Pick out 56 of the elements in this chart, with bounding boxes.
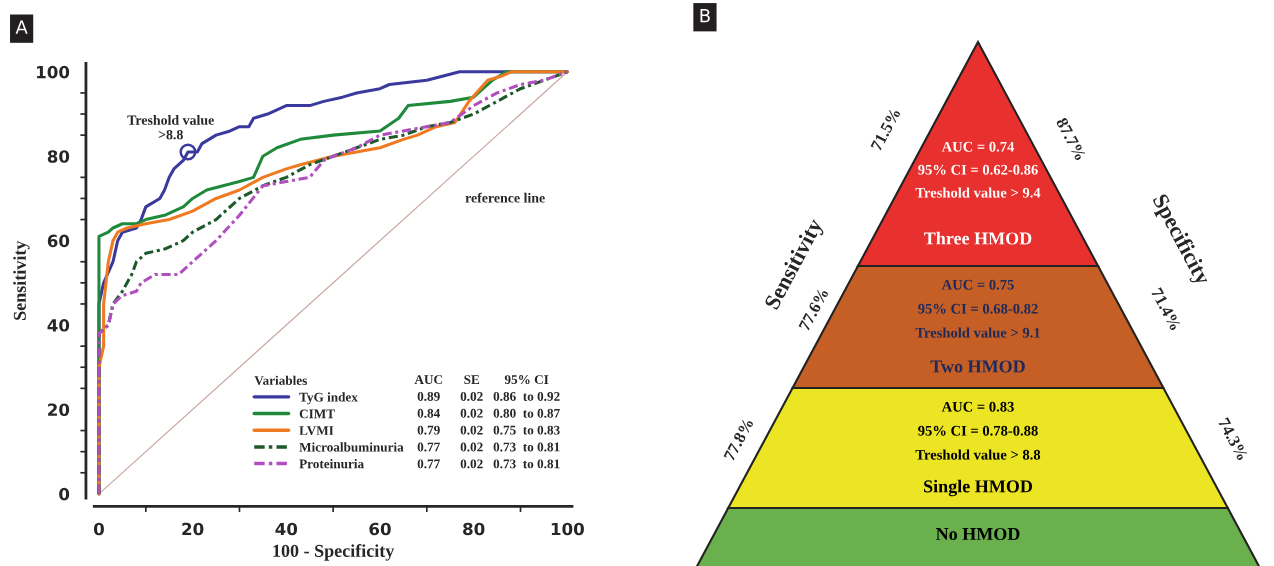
- annotation: 0.02: [460, 391, 483, 401]
- annotation: 0.84: [417, 408, 440, 418]
- annotation: reference line: [465, 192, 545, 203]
- annotation: 0.77: [417, 442, 440, 452]
- category-label: Single HMOD: [924, 479, 1033, 497]
- text: Treshold value > 9.1: [915, 327, 1040, 338]
- legend-label: Proteinuria: [299, 459, 364, 469]
- category-label: No HMOD: [935, 527, 1020, 541]
- y-tick-label: 100: [37, 65, 70, 79]
- legend-title: Variables: [254, 375, 307, 386]
- legend-label: LVMI: [299, 426, 334, 436]
- text: 95% CI = 0.68-0.82: [918, 303, 1038, 314]
- legend-label: Microalbuminuria: [299, 442, 404, 452]
- y-tick-label: 20: [48, 403, 70, 417]
- annotation: 0.02: [460, 442, 483, 452]
- text: Treshold value > 8.8: [915, 449, 1041, 460]
- legend-label: CIMT: [299, 409, 335, 419]
- y-tick-label: 60: [47, 234, 70, 248]
- annotation: 0.02: [460, 408, 483, 418]
- annotation: 0.86 to 0.92: [493, 391, 560, 401]
- chart-title: A: [15, 20, 28, 34]
- legend-label: TyG index: [299, 392, 358, 405]
- x-tick-label: 80: [463, 522, 485, 536]
- annotation: AUC: [414, 375, 442, 385]
- category-label: Two HMOD: [930, 360, 1025, 373]
- text: Treshold value > 9.4: [915, 187, 1041, 198]
- annotation: Treshold value >8.8: [127, 115, 214, 140]
- annotation: 0.77: [417, 459, 440, 469]
- y-tick-label: 0: [59, 487, 70, 501]
- x-tick-label: 100: [551, 522, 584, 536]
- annotation: 0.80 to 0.87: [493, 408, 560, 418]
- text: 95% CI = 0.62-0.86: [918, 164, 1038, 175]
- x-tick-label: 40: [275, 522, 298, 536]
- text: AUC = 0.83: [941, 401, 1014, 412]
- data-label: 87.7%: [1055, 116, 1087, 161]
- text: B: [700, 9, 710, 23]
- x-tick-label: 60: [369, 522, 391, 536]
- x-tick-label: 20: [182, 522, 204, 536]
- annotation: SE: [464, 375, 480, 385]
- annotation: 0.02: [460, 425, 483, 435]
- annotation: 0.75 to 0.83: [493, 425, 560, 435]
- y-tick-label: 40: [47, 319, 70, 332]
- x-axis-title: 100 - Specificity: [273, 544, 395, 561]
- annotation: 0.73 to 0.81: [493, 459, 560, 469]
- annotation: 0.79: [417, 425, 440, 435]
- text: AUC = 0.74: [941, 141, 1015, 152]
- x-tick-label: 0: [93, 522, 104, 536]
- text: AUC = 0.75: [941, 279, 1014, 290]
- annotation: 0.89: [417, 391, 440, 401]
- annotation: 95% CI: [504, 375, 549, 385]
- y-tick-label: 80: [47, 150, 70, 163]
- annotation: 0.02: [460, 459, 483, 469]
- y-axis-title: Sensitivity: [13, 240, 30, 320]
- annotation: 0.73 to 0.81: [493, 442, 560, 452]
- text: 95% CI = 0.78-0.88: [918, 425, 1038, 436]
- category-label: Three HMOD: [924, 231, 1032, 245]
